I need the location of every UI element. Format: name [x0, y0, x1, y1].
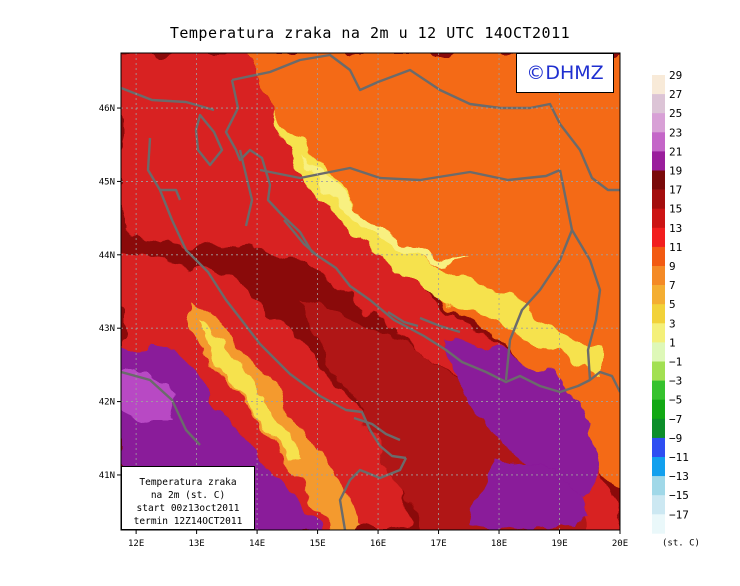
colorbar-swatch: [652, 418, 665, 439]
coast-island-1: [238, 149, 254, 227]
coast-italy-west: [121, 370, 201, 446]
y-tick-label: 46N: [99, 104, 115, 114]
colorbar-label: −3: [669, 375, 682, 388]
colorbar-label: −9: [669, 432, 682, 445]
info-line-4: termin 12Z14OCT2011: [133, 516, 243, 527]
colorbar-label: 5: [669, 298, 676, 311]
colorbar-swatch: [652, 437, 665, 458]
colorbar-label: 23: [669, 126, 682, 139]
y-tick-label: 44N: [99, 251, 115, 261]
colorbar-swatch: [652, 304, 665, 324]
colorbar-label: 19: [669, 165, 682, 178]
colorbar-swatch: [652, 380, 665, 400]
x-tick-label: 14E: [249, 539, 265, 549]
x-tick-label: 13E: [188, 539, 204, 549]
y-tick-label: 42N: [99, 398, 115, 408]
field-dinaric-core: [300, 150, 470, 262]
colorbar-label: 11: [669, 241, 682, 254]
info-line-1: Temperatura zraka: [139, 477, 237, 488]
coast-island-3: [419, 316, 461, 334]
field-hot-south: [470, 460, 590, 530]
colorbar-swatch: [652, 266, 665, 286]
x-tick-label: 12E: [128, 539, 144, 549]
axis-ticks: 12E 13E 14E 15E 16E 17E 18E 19E 20E 41N 42N 43N 44N 4…: [99, 104, 628, 549]
colorbar-swatch: [652, 208, 665, 229]
colorbar-swatch: [652, 457, 665, 477]
coast-island-4: [387, 310, 419, 328]
colorbar-swatch: [652, 399, 665, 420]
colorbar-label: 7: [669, 279, 676, 292]
colorbar-label: 3: [669, 317, 676, 330]
coast-italy-east: [146, 137, 407, 460]
colorbar-swatch: [652, 189, 665, 209]
field-dinaric-cold: [265, 110, 600, 375]
coast-lagoon: [160, 188, 182, 201]
colorbar-label: 17: [669, 184, 682, 197]
page-title: Temperatura zraka na 2m u 12 UTC 14OCT20…: [169, 24, 571, 42]
colorbar-swatch: [652, 285, 665, 305]
coast-italy-south: [338, 457, 408, 530]
border-bosnia: [259, 166, 561, 182]
colorbar-label: −5: [669, 394, 682, 407]
y-tick-label: 45N: [99, 177, 115, 187]
map-frame: [120, 52, 621, 531]
colorbar-label: −7: [669, 413, 682, 426]
y-tick-label: 41N: [99, 471, 115, 481]
x-tick-label: 20E: [612, 539, 628, 549]
colorbar-swatch: [652, 323, 665, 343]
colorbar-unit: (st. C): [662, 538, 700, 548]
colorbar-swatch: [652, 94, 665, 114]
colorbar-label: −15: [669, 489, 689, 502]
info-line-3: start 00z13oct2011: [136, 503, 240, 514]
colorbar-label: −17: [669, 508, 689, 521]
colorbar-label: 13: [669, 222, 682, 235]
colorbar-swatch: [652, 514, 665, 534]
colorbar-label: 29: [669, 69, 682, 82]
colorbar-label: 25: [669, 107, 682, 120]
info-line-2: na 2m (st. C): [150, 490, 226, 501]
border-bosnia-south: [504, 169, 574, 381]
colorbar-swatch: [652, 75, 665, 95]
dhmz-logo: ©DHMZ: [516, 53, 614, 93]
field-hot-west-core: [121, 372, 175, 420]
colorbar-swatch: [652, 495, 665, 515]
field-italy-inland: [200, 320, 300, 460]
coast-croatia: [224, 79, 620, 394]
colorbar-swatch: [652, 132, 665, 152]
colorbar-label: 1: [669, 336, 676, 349]
colorbar-swatch: [652, 170, 665, 190]
colorbar-label: 9: [669, 260, 676, 273]
colorbar-label: −1: [669, 356, 682, 369]
colorbar-swatch: [652, 342, 665, 362]
coast-istria: [194, 113, 224, 167]
colorbar-label: 21: [669, 145, 682, 158]
info-box: Temperatura zraka na 2m (st. C) start 00…: [121, 466, 255, 530]
x-tick-label: 16E: [370, 539, 386, 549]
colorbar-swatch: [652, 361, 665, 381]
coast-island-2: [283, 219, 321, 259]
colorbar-swatch: [652, 476, 665, 496]
colorbar-swatch: [652, 246, 665, 267]
temperature-field: [121, 53, 620, 530]
colorbar-label: 15: [669, 203, 682, 216]
field-hot-east: [440, 335, 600, 500]
grid-lines: [121, 53, 620, 530]
x-tick-label: 18E: [491, 539, 507, 549]
colorbar-swatch: [652, 227, 665, 248]
colorbar-label: −11: [669, 451, 689, 464]
x-tick-label: 17E: [430, 539, 446, 549]
y-tick-label: 43N: [99, 324, 115, 334]
colorbar: 29 27 25 23 21 19 17 15 13 11 9 7 5 3 1 −1 −3 −5 −7 −9 −11 −1…: [652, 69, 700, 548]
coast-gargano: [353, 416, 401, 442]
colorbar-label: −13: [669, 470, 689, 483]
colorbar-swatch: [652, 113, 665, 133]
colorbar-swatch: [652, 151, 665, 171]
colorbar-label: 27: [669, 88, 682, 101]
x-tick-label: 19E: [551, 539, 567, 549]
x-tick-label: 15E: [309, 539, 325, 549]
border-north: [231, 53, 620, 192]
